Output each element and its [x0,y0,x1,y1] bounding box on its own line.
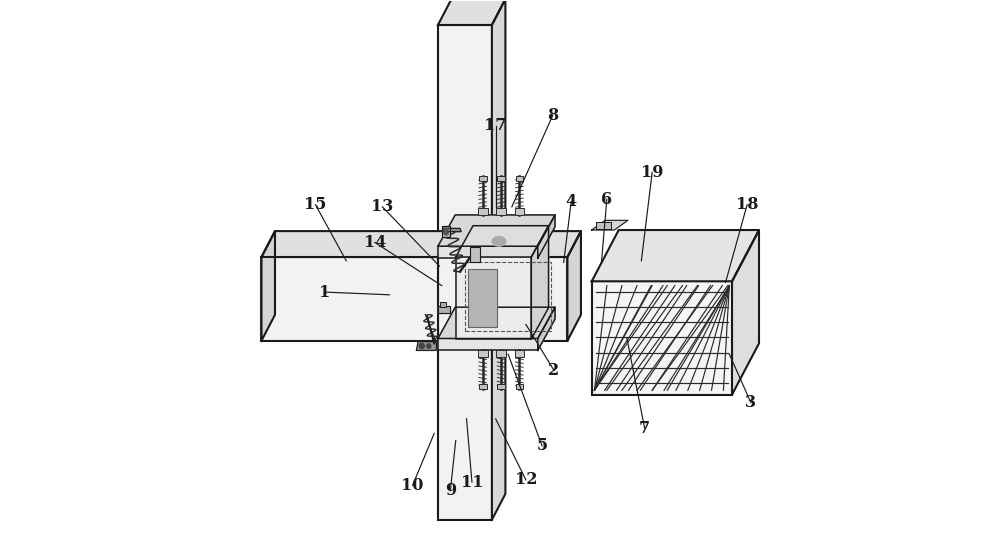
Polygon shape [492,0,505,520]
Polygon shape [261,231,275,341]
Circle shape [427,344,431,348]
Bar [516,384,523,389]
Text: 9: 9 [445,482,456,499]
Bar [468,269,497,327]
Bar [479,176,487,181]
Polygon shape [438,0,505,25]
Bar [515,208,524,215]
Bar [492,257,567,341]
Text: 12: 12 [515,471,537,489]
Bar [496,208,506,215]
Polygon shape [538,215,555,258]
Text: 1: 1 [319,283,330,301]
Polygon shape [456,226,549,257]
Polygon shape [592,220,628,230]
Text: 7: 7 [639,420,650,437]
Bar [456,257,531,339]
Polygon shape [438,306,450,313]
Text: 17: 17 [484,117,507,134]
Polygon shape [443,228,461,232]
Polygon shape [538,307,555,351]
Polygon shape [492,231,581,257]
Text: 10: 10 [401,477,424,494]
Bar [596,222,611,229]
Bar [470,247,480,262]
Bar [478,208,488,215]
Text: 11: 11 [461,473,483,491]
Polygon shape [732,230,759,394]
Bar [496,351,506,358]
Bar [497,176,505,181]
Polygon shape [416,342,436,351]
Text: 14: 14 [364,234,386,251]
Polygon shape [592,230,759,281]
Text: 5: 5 [537,437,548,454]
Circle shape [419,344,424,349]
Circle shape [444,230,448,235]
Bar [516,176,523,181]
Text: 3: 3 [745,394,756,411]
Bar [515,351,524,358]
Text: 15: 15 [304,196,327,213]
Bar [497,384,505,389]
Bar [478,351,488,358]
Bar [465,262,551,331]
Polygon shape [261,231,451,257]
Bar [440,302,446,307]
Circle shape [444,228,448,232]
Polygon shape [531,226,549,339]
Text: 19: 19 [641,164,663,181]
Polygon shape [442,226,450,237]
Text: 18: 18 [736,196,758,213]
Bar [438,339,538,351]
Bar [479,384,487,389]
Bar [261,257,438,341]
Bar [592,281,732,394]
Polygon shape [567,231,581,341]
Polygon shape [438,215,555,246]
Text: 13: 13 [371,199,393,215]
Text: 8: 8 [547,107,559,123]
Text: 6: 6 [601,191,612,208]
Bar [438,25,492,520]
Text: 2: 2 [548,362,560,379]
Polygon shape [438,307,555,339]
Ellipse shape [492,236,506,246]
Bar [438,246,538,258]
Text: 4: 4 [566,193,577,210]
